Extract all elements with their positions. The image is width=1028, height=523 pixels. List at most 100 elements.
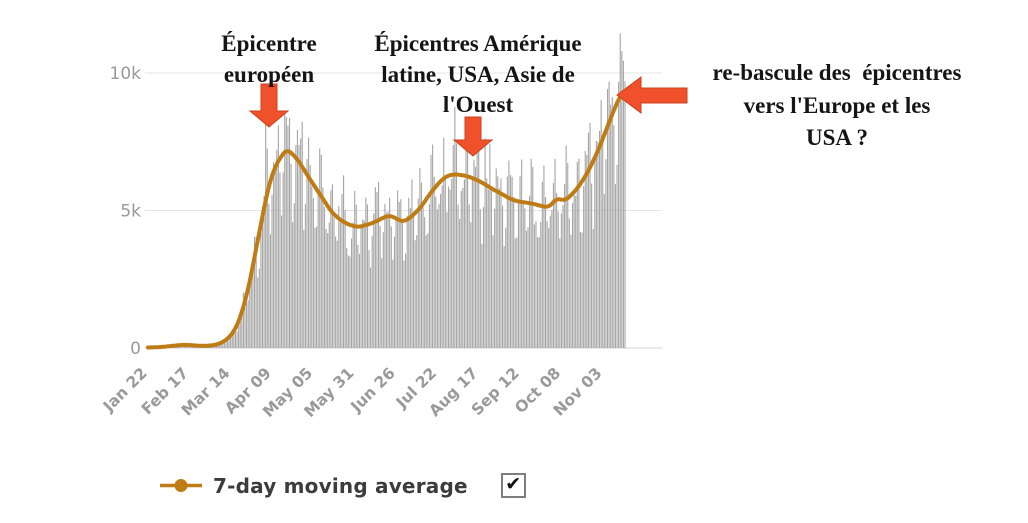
red-down-arrow-icon bbox=[248, 83, 290, 128]
bar bbox=[215, 345, 217, 348]
bar bbox=[441, 185, 443, 348]
bar bbox=[618, 81, 620, 348]
bar bbox=[473, 159, 475, 348]
x-tick-label: Jun 26 bbox=[347, 364, 399, 416]
moving-average-path bbox=[146, 89, 627, 350]
bar bbox=[385, 212, 388, 348]
bar bbox=[462, 188, 464, 348]
bar bbox=[474, 166, 477, 348]
bar bbox=[500, 178, 502, 348]
bar bbox=[486, 178, 488, 348]
bar bbox=[346, 248, 348, 348]
bar bbox=[595, 140, 597, 348]
bar bbox=[398, 202, 400, 348]
bar bbox=[223, 341, 225, 348]
bar bbox=[308, 137, 310, 348]
bar bbox=[409, 208, 411, 348]
bar bbox=[230, 332, 232, 348]
bar bbox=[548, 228, 550, 348]
bar bbox=[455, 143, 458, 348]
bar bbox=[476, 142, 478, 348]
bar bbox=[389, 197, 391, 348]
bar bbox=[276, 149, 278, 348]
bar bbox=[252, 263, 254, 348]
y-tick-label: 10k bbox=[110, 64, 142, 84]
bar bbox=[519, 175, 521, 348]
bar bbox=[392, 259, 394, 348]
bar bbox=[467, 146, 469, 348]
bar bbox=[257, 277, 259, 348]
bar bbox=[533, 224, 535, 348]
bar bbox=[554, 158, 556, 348]
bar bbox=[589, 122, 591, 348]
bar bbox=[363, 220, 365, 348]
bar bbox=[606, 89, 609, 348]
bar bbox=[284, 113, 286, 349]
bar bbox=[384, 204, 386, 348]
legend-checkbox[interactable]: ✔ bbox=[500, 473, 526, 498]
bar bbox=[287, 125, 289, 348]
bar bbox=[428, 204, 430, 348]
bar bbox=[306, 159, 308, 348]
bar bbox=[571, 203, 574, 348]
bar bbox=[495, 168, 497, 348]
bar bbox=[246, 302, 248, 348]
bar bbox=[296, 130, 299, 348]
bar bbox=[236, 331, 238, 348]
bar bbox=[354, 190, 356, 348]
bar bbox=[624, 81, 626, 348]
bar bbox=[446, 212, 448, 348]
bar bbox=[360, 226, 362, 348]
bar bbox=[320, 154, 322, 348]
bar bbox=[403, 260, 405, 348]
bar bbox=[568, 218, 570, 348]
bar bbox=[327, 233, 329, 348]
bar bbox=[460, 191, 462, 348]
legend: 7-day moving average ✔ bbox=[158, 473, 526, 498]
bar bbox=[465, 137, 467, 348]
bar bbox=[301, 121, 303, 349]
bar bbox=[231, 329, 233, 348]
bar bbox=[233, 330, 235, 348]
bar bbox=[420, 182, 423, 348]
bar bbox=[579, 231, 582, 348]
bar bbox=[349, 256, 351, 348]
bar bbox=[281, 215, 283, 348]
legend-item-moving-average[interactable]: 7-day moving average bbox=[158, 474, 468, 498]
bar bbox=[567, 163, 569, 348]
bar bbox=[622, 60, 624, 348]
bar bbox=[556, 192, 558, 348]
bar bbox=[238, 325, 240, 348]
bar bbox=[471, 179, 473, 348]
y-axis-labels: 0 5k 10k bbox=[110, 64, 142, 359]
bar bbox=[581, 232, 583, 348]
bar bbox=[228, 335, 230, 348]
bar bbox=[611, 96, 613, 349]
bar bbox=[470, 222, 472, 348]
bar bbox=[255, 237, 257, 348]
bar bbox=[578, 158, 580, 348]
bar bbox=[400, 199, 402, 348]
bar bbox=[457, 204, 459, 348]
bar bbox=[253, 236, 256, 348]
annotation-european-epicentre: Épicentre européen bbox=[221, 31, 317, 87]
bar bbox=[341, 193, 343, 348]
bar bbox=[358, 253, 361, 348]
bar bbox=[522, 203, 524, 348]
bar bbox=[551, 210, 553, 348]
bar bbox=[487, 189, 489, 348]
bar bbox=[490, 190, 492, 348]
bar bbox=[560, 213, 562, 348]
bar bbox=[482, 207, 485, 348]
bar bbox=[180, 346, 182, 348]
bar bbox=[498, 188, 500, 348]
bar bbox=[401, 222, 403, 348]
bar bbox=[339, 221, 341, 348]
bar bbox=[328, 222, 330, 348]
bar bbox=[565, 145, 567, 348]
bar bbox=[362, 219, 364, 348]
bar bbox=[494, 208, 496, 348]
bar bbox=[600, 99, 602, 348]
bar bbox=[489, 144, 491, 348]
